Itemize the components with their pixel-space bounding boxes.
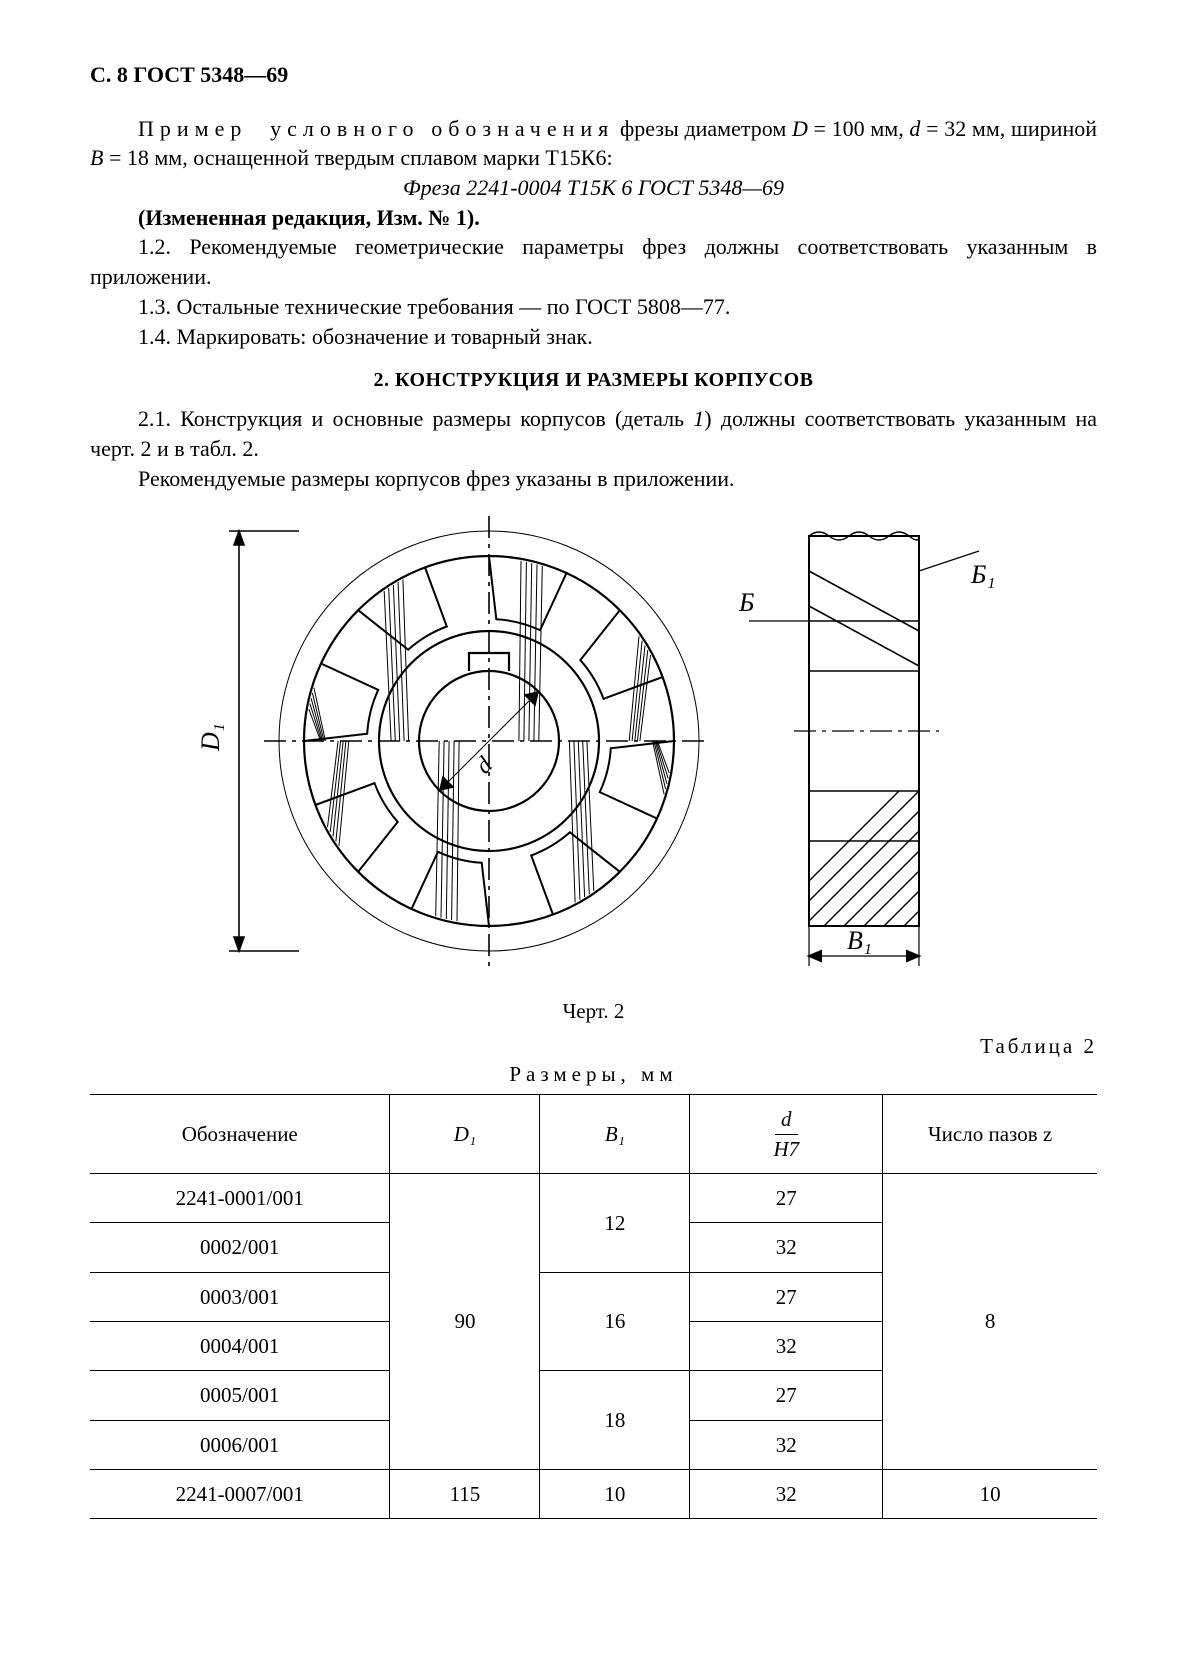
col-D1: D₁ (390, 1095, 540, 1174)
cell-desig: 0006/001 (90, 1420, 390, 1469)
cell-D1: 115 (390, 1470, 540, 1519)
cell-z: 8 (883, 1173, 1097, 1469)
example-word: Пример (138, 116, 247, 141)
cell-desig: 0002/001 (90, 1223, 390, 1272)
cell-desig: 2241-0007/001 (90, 1470, 390, 1519)
table-dim-title: Размеры, мм (90, 1060, 1097, 1088)
figure-front-view: D₁ (189, 511, 709, 971)
cell-B1: 16 (540, 1272, 690, 1371)
table-row: 2241-0001/001 90 12 27 8 (90, 1173, 1097, 1222)
cell-desig: 0003/001 (90, 1272, 390, 1321)
col-z: Число пазов z (883, 1095, 1097, 1174)
col-B1: B₁ (540, 1095, 690, 1174)
dim-d-label: d (470, 752, 498, 780)
para-recommended: Рекомендуемые размеры корпусов фрез указ… (90, 464, 1097, 494)
col-dH7-den: H7 (773, 1137, 799, 1161)
cell-B1: 18 (540, 1371, 690, 1470)
val-B: = 18 мм, оснащенной твердым сплавом марк… (109, 145, 613, 170)
para-example: Пример условного обозначения фрезы диаме… (90, 114, 1097, 173)
cell-dH7: 32 (690, 1223, 883, 1272)
table-header-row: Обозначение D₁ B₁ d H7 Число пазов z (90, 1095, 1097, 1174)
cell-B1: 10 (540, 1470, 690, 1519)
cell-B1: 12 (540, 1173, 690, 1272)
figure-side-view: Б Б₁ B₁ (739, 511, 999, 991)
para-2-1-partnum: 1 (693, 406, 704, 431)
cell-z: 10 (883, 1470, 1097, 1519)
table-row: 2241-0007/001 115 10 32 10 (90, 1470, 1097, 1519)
cell-dH7: 32 (690, 1470, 883, 1519)
leader-B1-label: Б₁ (970, 560, 995, 589)
section-2-heading: 2. КОНСТРУКЦИЯ И РАЗМЕРЫ КОРПУСОВ (90, 367, 1097, 394)
table-2-label: Таблица 2 (980, 1032, 1097, 1060)
col-designation: Обозначение (90, 1095, 390, 1174)
dim-D1-label: D₁ (196, 723, 225, 752)
cell-desig: 0004/001 (90, 1322, 390, 1371)
val-D: = 100 мм, (814, 116, 910, 141)
para-2-1: 2.1. Конструкция и основные размеры корп… (90, 404, 1097, 463)
dim-B1-label: B₁ (847, 926, 872, 955)
para-1-3: 1.3. Остальные технические требования — … (90, 292, 1097, 322)
figure-caption: Черт. 2 (90, 997, 1097, 1025)
page-header: С. 8 ГОСТ 5348—69 (90, 60, 1097, 90)
col-dH7: d H7 (690, 1095, 883, 1174)
cell-dH7: 27 (690, 1173, 883, 1222)
cell-dH7: 32 (690, 1322, 883, 1371)
val-d: = 32 мм, шириной (926, 116, 1097, 141)
col-dH7-num: d (775, 1105, 798, 1134)
para-1-2: 1.2. Рекомендуемые геометрические параме… (90, 232, 1097, 291)
cell-desig: 0005/001 (90, 1371, 390, 1420)
figure-2: D₁ (90, 511, 1097, 991)
sym-B: B (90, 145, 103, 170)
para-2-1-a: 2.1. Конструкция и основные размеры корп… (138, 406, 693, 431)
cell-dH7: 27 (690, 1371, 883, 1420)
cell-dH7: 32 (690, 1420, 883, 1469)
cell-desig: 2241-0001/001 (90, 1173, 390, 1222)
table-2: Обозначение D₁ B₁ d H7 Число пазов z 224… (90, 1094, 1097, 1519)
para-1-4: 1.4. Маркировать: обозначение и товарный… (90, 322, 1097, 352)
leader-B-label: Б (739, 588, 754, 617)
example-phrase: условного обозначения (270, 116, 614, 141)
example-rest: фрезы диаметром (620, 116, 792, 141)
cell-dH7: 27 (690, 1272, 883, 1321)
cell-D1: 90 (390, 1173, 540, 1469)
sym-d: d (909, 116, 920, 141)
sym-D: D (792, 116, 808, 141)
revision-note: (Измененная редакция, Изм. № 1). (90, 203, 1097, 233)
designation-line: Фреза 2241-0004 Т15К 6 ГОСТ 5348—69 (90, 173, 1097, 203)
